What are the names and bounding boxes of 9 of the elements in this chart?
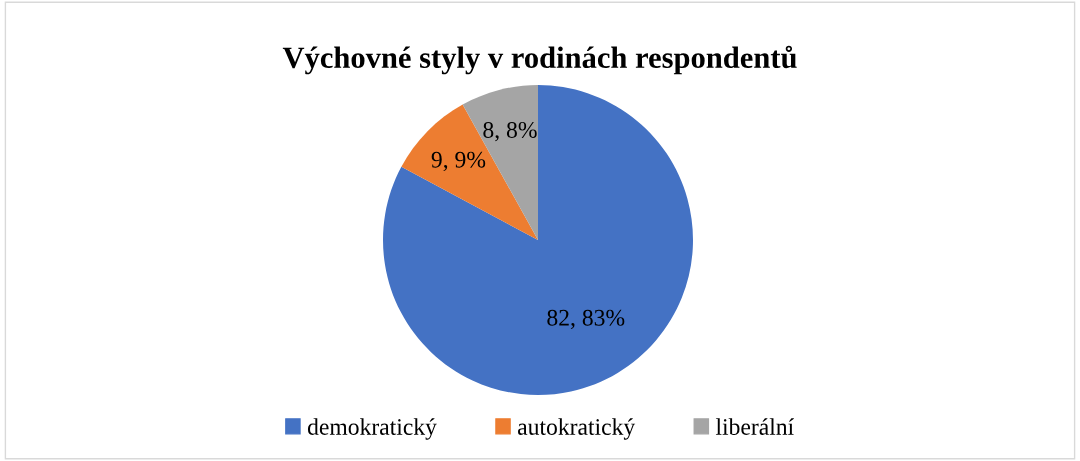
legend-label: autokratický: [518, 418, 636, 440]
legend-label: liberální: [715, 418, 794, 435]
chart-title: Výchovné styly v rodinách respondentů: [282, 45, 797, 75]
pie-slice: [401, 104, 538, 240]
pie-slice: [383, 85, 693, 395]
legend-label: demokratický: [307, 418, 437, 440]
data-label: 9, 9%: [431, 151, 486, 172]
data-label: 8, 8%: [483, 121, 537, 142]
data-label: 82, 83%: [547, 309, 625, 330]
